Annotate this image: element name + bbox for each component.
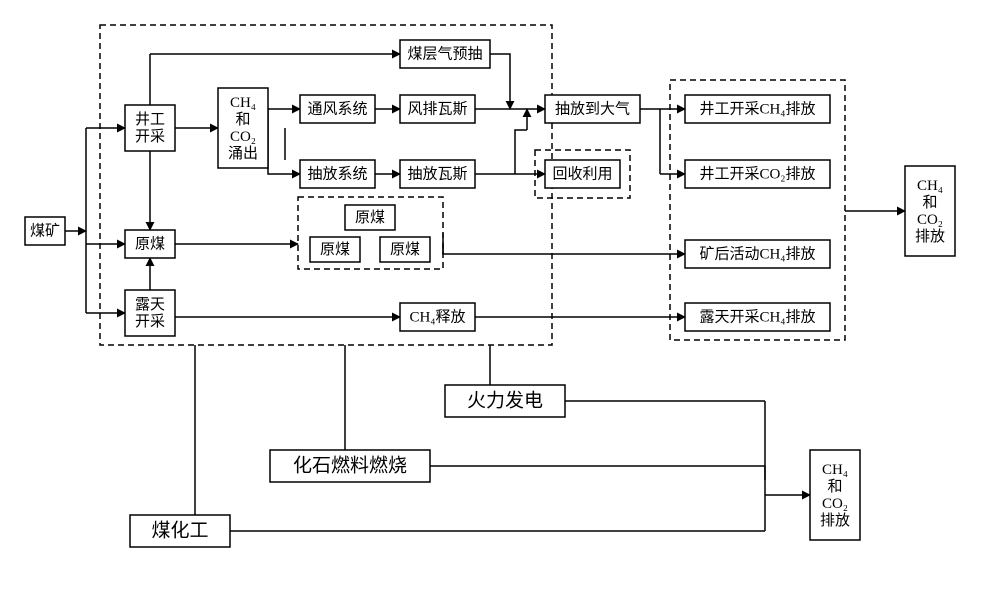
node-label: 化石燃料燃烧 (293, 454, 407, 476)
node-label: 涌出 (228, 145, 258, 162)
node-label: 回收利用 (552, 165, 612, 182)
node-coal_mine: 煤矿 (25, 217, 65, 245)
node-label: 露天开采CH₄排放 (699, 308, 815, 325)
node-em_ug_ch4: 井工开采CH₄排放 (685, 95, 830, 123)
node-label: 原煤 (320, 241, 350, 258)
node-label: 排放 (820, 512, 850, 529)
node-label: 开采 (135, 313, 165, 330)
node-label: 抽放到大气 (555, 100, 630, 117)
node-label: 开采 (135, 128, 165, 145)
node-cbm_pre: 煤层气预抽 (400, 40, 490, 68)
node-vent_sys: 通风系统 (300, 95, 375, 123)
node-label: 原煤 (135, 235, 165, 252)
node-rc_b: 原煤 (310, 237, 360, 262)
node-rc_c: 原煤 (380, 237, 430, 262)
node-em_open: 露天开采CH₄排放 (685, 303, 830, 331)
node-label: CH₄ (917, 178, 943, 194)
node-label: 抽放系统 (307, 165, 367, 182)
node-vent_gas: 风排瓦斯 (400, 95, 475, 123)
node-label: 煤矿 (30, 222, 60, 239)
node-recycle: 回收利用 (545, 160, 620, 188)
node-label: 井工开采CO₂排放 (699, 165, 815, 182)
node-open_pit: 露天开采 (125, 290, 175, 336)
node-raw_coal: 原煤 (125, 230, 175, 258)
node-fossil: 化石燃料燃烧 (270, 450, 430, 482)
node-label: CO₂ (917, 212, 943, 228)
node-ch4_release: CH₄释放 (400, 303, 475, 331)
edge (443, 244, 685, 254)
node-label: 井工 (135, 111, 165, 128)
node-label: 煤化工 (151, 519, 208, 541)
node-coal_chem: 煤化工 (130, 515, 230, 547)
node-label: 原煤 (390, 241, 420, 258)
node-rc_a: 原煤 (345, 205, 395, 230)
node-ch4_co2_em2: CH₄和CO₂排放 (810, 450, 860, 540)
node-underground: 井工开采 (125, 105, 175, 151)
node-label: 和 (922, 194, 937, 211)
node-em_ug_co2: 井工开采CO₂排放 (685, 160, 830, 188)
node-ch4_co2_out: CH₄和CO₂涌出 (218, 88, 268, 168)
node-label: CH₄释放 (409, 308, 465, 325)
node-label: 煤层气预抽 (407, 45, 482, 62)
node-label: 火力发电 (467, 389, 543, 411)
node-label: 和 (235, 111, 250, 128)
node-ch4_co2_em1: CH₄和CO₂排放 (905, 166, 955, 256)
node-label: 风排瓦斯 (407, 100, 467, 117)
node-label: 和 (827, 478, 842, 495)
node-em_post: 矿后活动CH₄排放 (685, 240, 830, 268)
node-thermal: 火力发电 (445, 385, 565, 417)
node-label: 矿后活动CH₄排放 (699, 245, 815, 262)
node-drain_gas: 抽放瓦斯 (400, 160, 475, 188)
node-to_atm: 抽放到大气 (545, 95, 640, 123)
node-label: 露天 (135, 296, 165, 313)
node-label: 原煤 (355, 209, 385, 226)
edge (268, 109, 300, 174)
node-drain_sys: 抽放系统 (300, 160, 375, 188)
node-label: CO₂ (230, 129, 256, 145)
node-label: CH₄ (230, 95, 256, 111)
edge (490, 54, 510, 100)
node-label: 排放 (915, 228, 945, 245)
node-label: CH₄ (822, 462, 848, 478)
node-label: 抽放瓦斯 (407, 165, 467, 182)
node-label: 井工开采CH₄排放 (699, 100, 815, 117)
node-label: CO₂ (822, 496, 848, 512)
node-label: 通风系统 (307, 100, 367, 117)
edge (515, 130, 527, 174)
